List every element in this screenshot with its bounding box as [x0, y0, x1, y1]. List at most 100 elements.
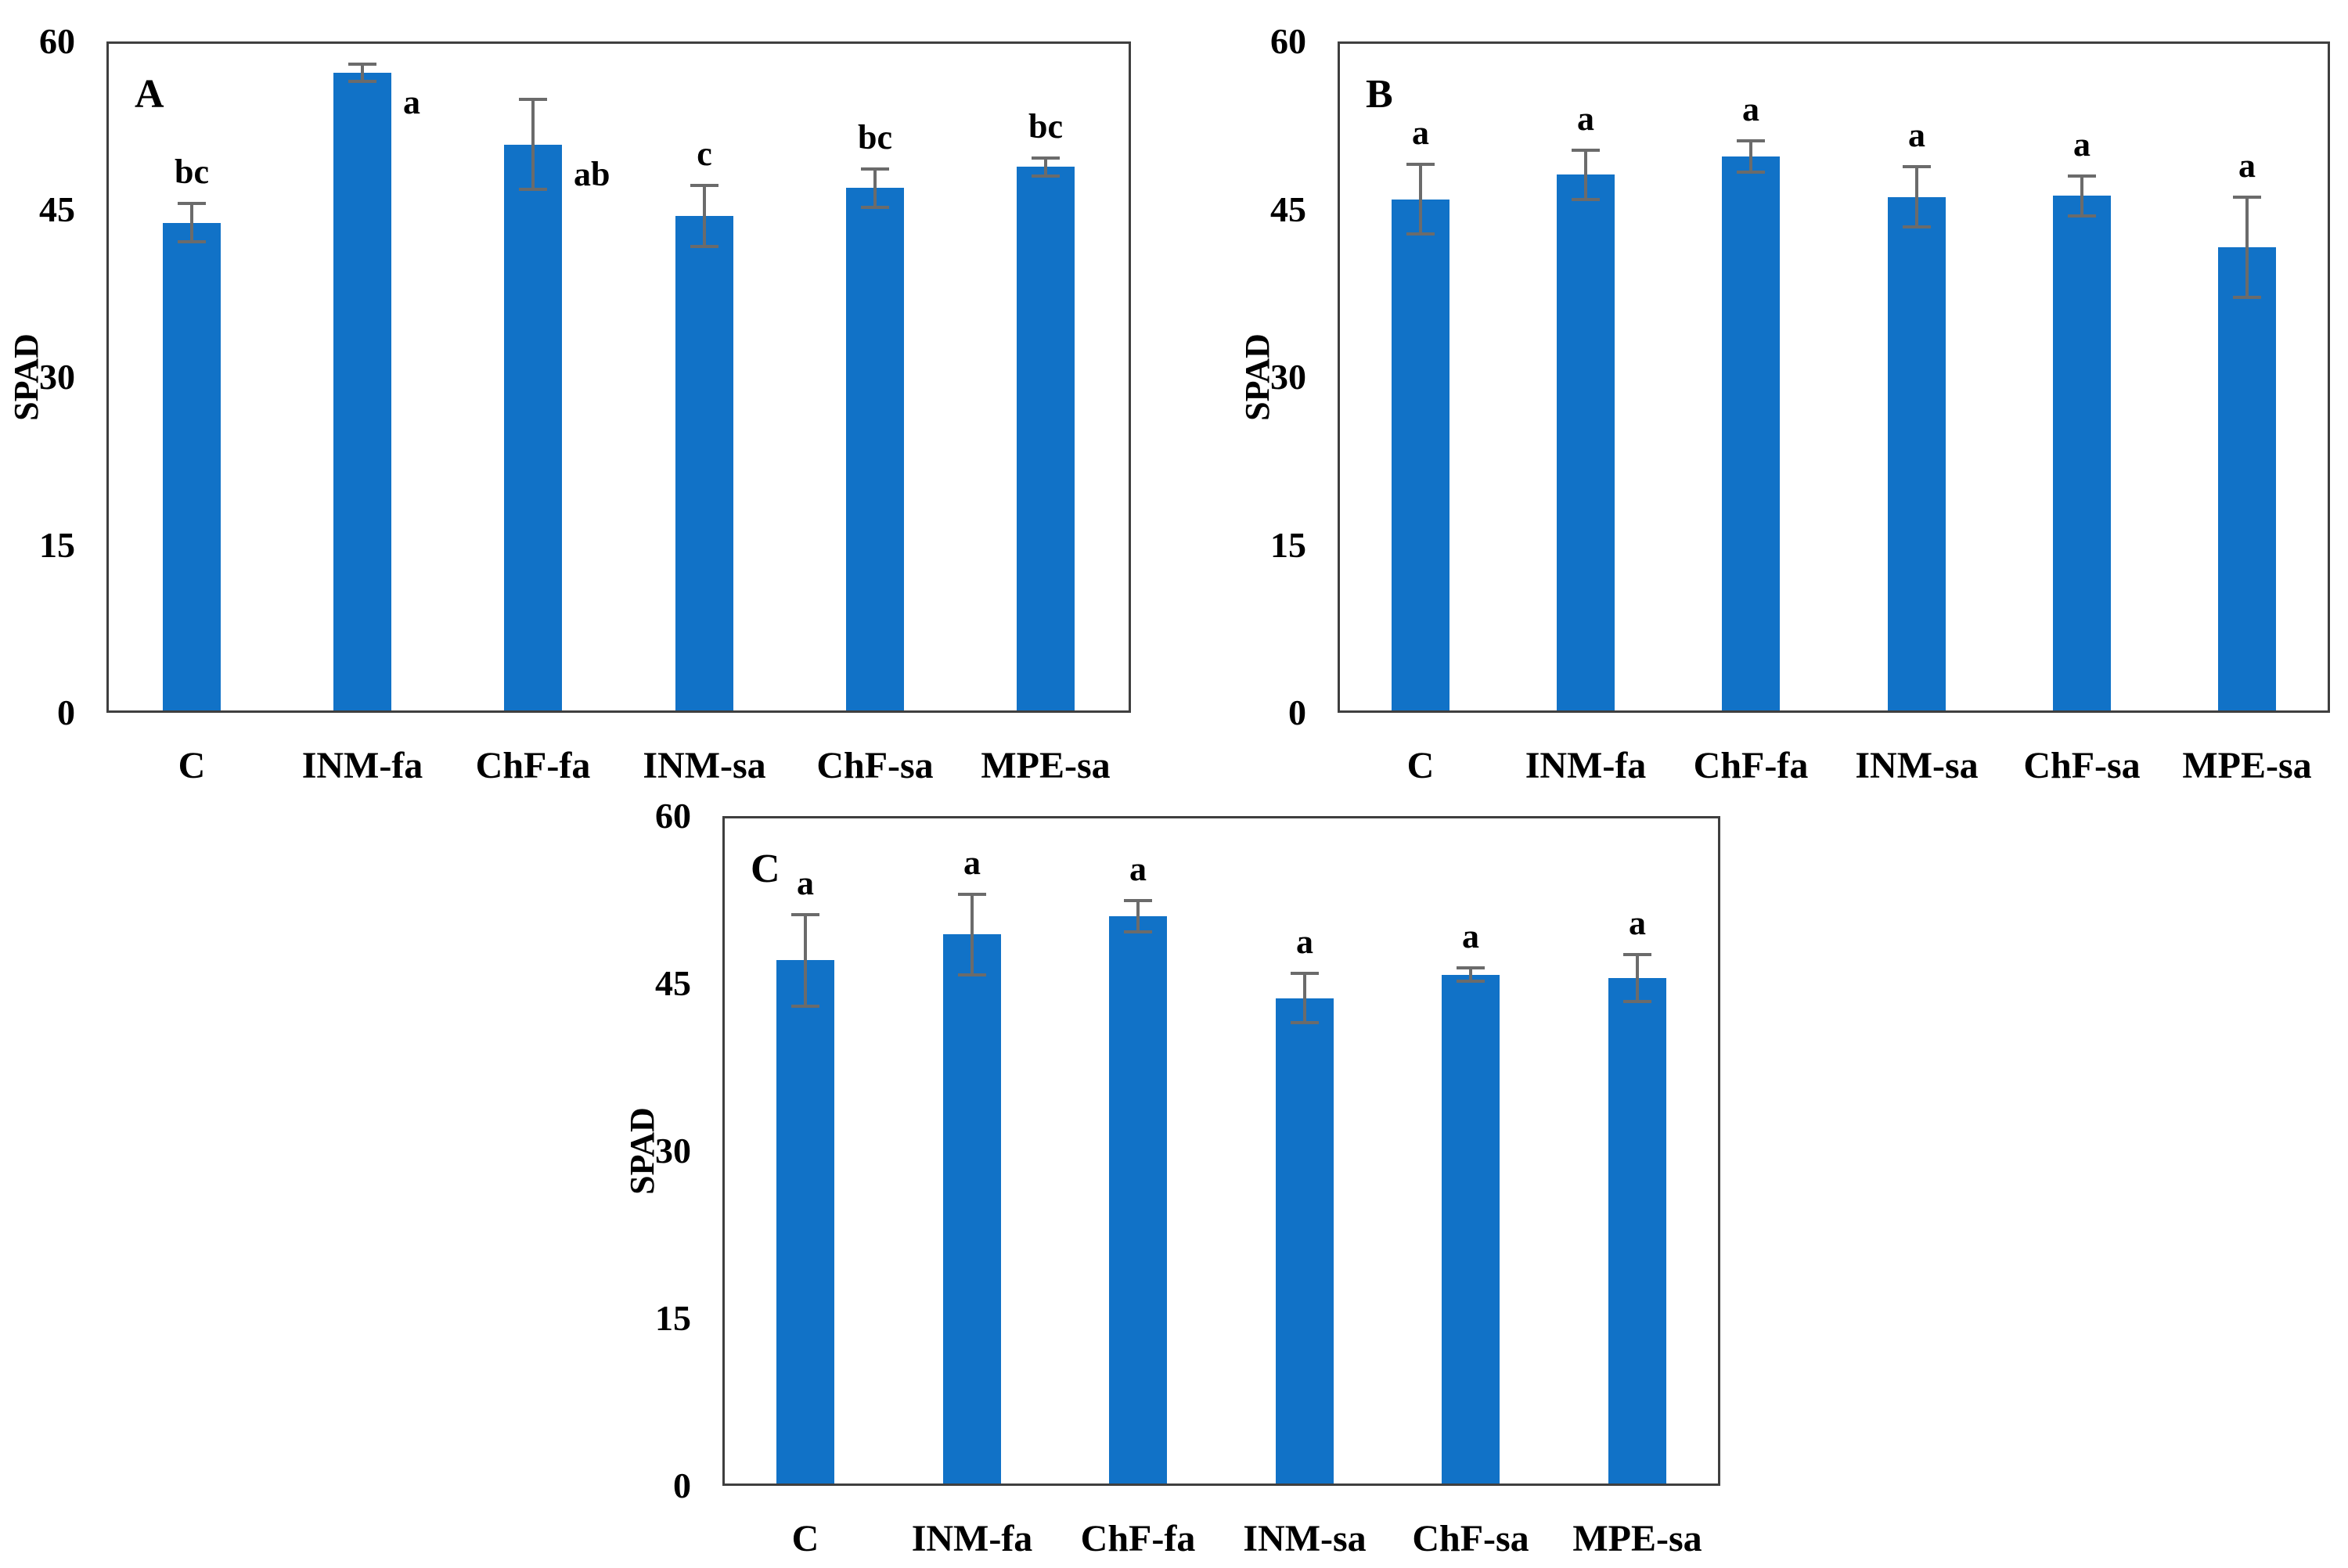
error-bar-c — [1419, 164, 1422, 234]
bar-inm-fa — [333, 73, 391, 710]
bar-c — [163, 223, 221, 710]
error-cap-bottom-inm-sa — [690, 245, 718, 248]
error-bar-c — [190, 203, 193, 242]
error-cap-bottom-chf-sa — [861, 206, 889, 209]
x-tick-label-inm-fa: INM-fa — [1525, 745, 1647, 786]
x-tick-label-inm-fa: INM-fa — [301, 745, 423, 786]
sig-letter-c: a — [797, 864, 814, 902]
sig-letter-c: a — [1412, 113, 1429, 152]
y-tick-label: 15 — [655, 1298, 691, 1338]
bar-mpe-sa — [1608, 978, 1666, 1483]
error-cap-top-c — [178, 202, 206, 205]
error-cap-bottom-chf-fa — [1124, 930, 1152, 933]
error-cap-top-chf-sa — [2068, 174, 2096, 178]
error-cap-top-c — [791, 913, 819, 916]
x-tick-label-chf-fa: ChF-fa — [475, 745, 591, 786]
x-tick-label-mpe-sa: MPE-sa — [981, 745, 1111, 786]
error-cap-bottom-chf-sa — [1457, 980, 1485, 983]
x-tick-label-mpe-sa: MPE-sa — [1572, 1518, 1702, 1559]
sig-letter-inm-fa: a — [963, 843, 981, 882]
bar-chf-sa — [2053, 196, 2111, 710]
error-cap-top-inm-fa — [348, 63, 376, 66]
error-cap-bottom-mpe-sa — [1623, 1000, 1651, 1003]
x-tick-label-c: C — [178, 745, 206, 786]
error-cap-bottom-mpe-sa — [1032, 174, 1060, 178]
bar-chf-fa — [1109, 916, 1167, 1483]
x-tick-label-chf-fa: ChF-fa — [1693, 745, 1809, 786]
y-tick-label: 45 — [39, 189, 75, 229]
y-tick-label: 30 — [655, 1131, 691, 1171]
error-cap-top-chf-sa — [861, 167, 889, 171]
y-tick-label: 0 — [57, 692, 75, 732]
error-cap-top-mpe-sa — [1623, 953, 1651, 956]
error-cap-top-c — [1406, 163, 1435, 166]
error-cap-bottom-chf-fa — [1737, 171, 1765, 174]
error-cap-bottom-c — [1406, 232, 1435, 236]
error-bar-chf-sa — [873, 169, 877, 207]
sig-letter-chf-fa: a — [1742, 90, 1759, 128]
error-bar-chf-sa — [1469, 968, 1472, 981]
bar-inm-sa — [1276, 998, 1334, 1483]
bar-inm-sa — [1888, 197, 1946, 710]
sig-letter-mpe-sa: bc — [1028, 107, 1063, 146]
panel-c-plot-area — [722, 816, 1720, 1486]
sig-letter-mpe-sa: a — [2238, 146, 2256, 185]
panel-label-b: B — [1366, 72, 1393, 117]
bar-c — [1392, 200, 1449, 710]
error-cap-top-chf-sa — [1457, 966, 1485, 969]
error-cap-top-chf-fa — [519, 98, 547, 101]
y-tick-label: 0 — [673, 1466, 691, 1505]
error-bar-mpe-sa — [2245, 197, 2249, 298]
error-cap-top-inm-fa — [1572, 149, 1600, 152]
sig-letter-c: bc — [175, 153, 209, 191]
error-cap-bottom-inm-sa — [1903, 225, 1931, 228]
error-bar-mpe-sa — [1044, 158, 1047, 176]
sig-letter-chf-sa: a — [1462, 917, 1479, 955]
x-tick-label-inm-sa: INM-sa — [643, 745, 766, 786]
error-cap-bottom-inm-fa — [1572, 198, 1600, 201]
error-bar-inm-fa — [361, 64, 364, 82]
error-bar-chf-fa — [531, 99, 535, 189]
x-tick-label-c: C — [1406, 745, 1435, 786]
error-cap-top-inm-sa — [690, 184, 718, 187]
error-cap-top-inm-fa — [958, 893, 986, 896]
error-cap-bottom-chf-fa — [519, 188, 547, 191]
sig-letter-chf-sa: bc — [858, 118, 892, 156]
y-axis-title: SPAD — [1237, 333, 1277, 421]
panel-label-c: C — [751, 847, 780, 891]
x-tick-label-chf-sa: ChF-sa — [816, 745, 934, 786]
sig-letter-inm-fa: a — [1577, 99, 1594, 138]
error-bar-inm-fa — [1584, 150, 1587, 200]
x-tick-label-chf-fa: ChF-fa — [1080, 1518, 1196, 1559]
x-tick-label-chf-sa: ChF-sa — [1412, 1518, 1529, 1559]
error-cap-top-chf-fa — [1124, 899, 1152, 902]
sig-letter-chf-fa: a — [1129, 850, 1147, 888]
y-tick-label: 60 — [655, 796, 691, 836]
panel-b-plot-area — [1338, 41, 2330, 713]
error-bar-inm-sa — [1303, 973, 1306, 1023]
bar-c — [776, 960, 834, 1483]
error-bar-c — [804, 915, 807, 1006]
y-tick-label: 30 — [39, 357, 75, 397]
error-bar-chf-sa — [2080, 176, 2083, 216]
y-tick-label: 30 — [1270, 357, 1306, 397]
y-tick-label: 45 — [655, 963, 691, 1003]
sig-letter-chf-fa: ab — [574, 155, 610, 193]
y-tick-label: 45 — [1270, 189, 1306, 229]
bar-chf-sa — [1442, 975, 1500, 1483]
error-cap-bottom-c — [791, 1005, 819, 1008]
y-axis-title: SPAD — [622, 1107, 661, 1195]
bar-chf-fa — [1722, 156, 1780, 710]
error-bar-inm-sa — [703, 185, 706, 246]
error-cap-bottom-mpe-sa — [2233, 296, 2261, 299]
y-tick-label: 15 — [1270, 525, 1306, 565]
x-tick-label-inm-sa: INM-sa — [1243, 1518, 1367, 1559]
error-cap-bottom-inm-fa — [958, 973, 986, 976]
bar-inm-fa — [943, 934, 1001, 1483]
bar-mpe-sa — [1017, 167, 1075, 710]
y-tick-label: 15 — [39, 525, 75, 565]
error-cap-top-mpe-sa — [2233, 196, 2261, 199]
sig-letter-inm-fa: a — [403, 83, 420, 121]
error-cap-bottom-chf-sa — [2068, 214, 2096, 218]
